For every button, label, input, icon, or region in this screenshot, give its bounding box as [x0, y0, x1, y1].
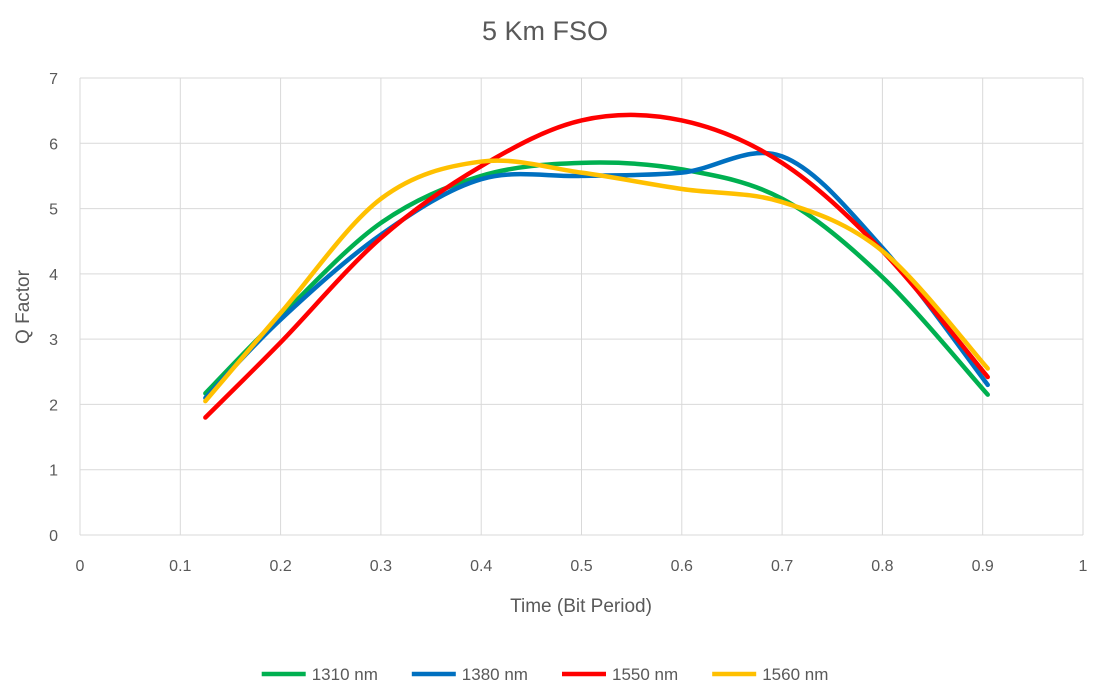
y-tick-label: 3: [49, 332, 58, 349]
series-line-1310-nm: [203, 160, 990, 397]
y-tick-label: 0: [49, 528, 58, 545]
legend-label: 1560 nm: [762, 665, 828, 684]
legend-label: 1380 nm: [462, 665, 528, 684]
x-tick-label: 0.2: [269, 558, 291, 575]
chart-title: 5 Km FSO: [482, 16, 608, 46]
x-tick-label: 0.1: [169, 558, 191, 575]
legend-label: 1310 nm: [312, 665, 378, 684]
y-axis-title: Q Factor: [13, 269, 34, 344]
legend-item-1550-nm: 1550 nm: [562, 665, 678, 684]
y-tick-label: 6: [49, 136, 58, 153]
x-axis-ticks: 0 0.1 0.2 0.3 0.4 0.5 0.6 0.7 0.8 0.9 1: [76, 558, 1088, 575]
y-tick-label: 2: [49, 397, 58, 414]
y-tick-label: 7: [49, 71, 58, 88]
legend-item-1380-nm: 1380 nm: [411, 665, 528, 684]
gridlines: [79, 77, 1084, 536]
x-tick-label: 0.5: [570, 558, 592, 575]
x-tick-label: 1: [1079, 558, 1088, 575]
legend-label: 1550 nm: [612, 665, 678, 684]
series-line-1560-nm: [203, 158, 990, 404]
x-tick-label: 0.4: [470, 558, 492, 575]
legend: 1310 nm 1380 nm 1550 nm 1560 nm: [261, 665, 828, 684]
x-tick-label: 0.6: [671, 558, 693, 575]
x-axis-title: Time (Bit Period): [510, 596, 652, 617]
y-tick-label: 5: [49, 202, 58, 219]
y-tick-label: 1: [49, 463, 58, 480]
y-axis-ticks: 0 1 2 3 4 5 6 7: [49, 71, 58, 545]
x-tick-label: 0: [76, 558, 85, 575]
legend-item-1310-nm: 1310 nm: [261, 665, 378, 684]
legend-item-1560-nm: 1560 nm: [712, 665, 828, 684]
series-lines: [203, 112, 990, 420]
x-tick-label: 0.3: [370, 558, 392, 575]
x-tick-label: 0.8: [871, 558, 893, 575]
y-tick-label: 4: [49, 267, 58, 284]
x-tick-label: 0.9: [972, 558, 994, 575]
series-line-1380-nm: [203, 150, 990, 401]
x-tick-label: 0.7: [771, 558, 793, 575]
series-line-1550-nm: [203, 112, 990, 420]
